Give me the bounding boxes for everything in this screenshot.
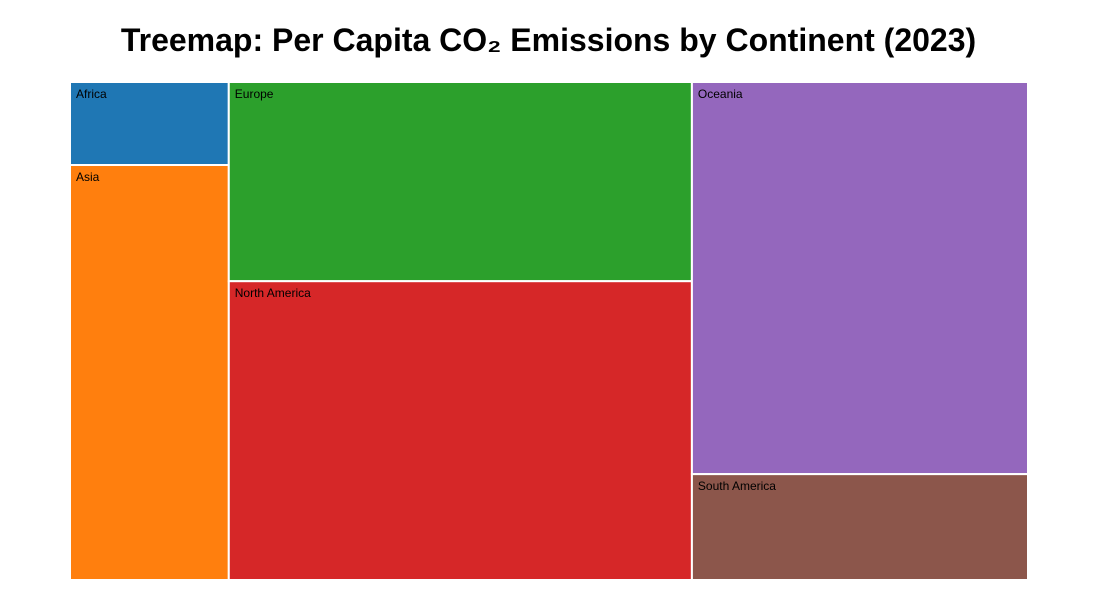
tile-label-africa: Africa — [76, 87, 107, 101]
tile-label-asia: Asia — [76, 170, 100, 184]
tile-label-oceania: Oceania — [698, 87, 743, 101]
tile-rect-south-america — [690, 473, 1029, 582]
tile-africa: Africa — [69, 81, 230, 166]
tile-rect-africa — [69, 81, 230, 166]
tile-rect-north-america — [227, 280, 693, 581]
tile-rect-asia — [69, 164, 230, 581]
tile-oceania: Oceania — [690, 81, 1029, 476]
tile-label-europe: Europe — [235, 87, 274, 101]
tile-label-north-america: North America — [235, 286, 311, 300]
tile-north-america: North America — [227, 280, 693, 581]
tile-label-south-america: South America — [698, 479, 776, 493]
tile-rect-oceania — [690, 81, 1029, 476]
tile-asia: Asia — [69, 164, 230, 581]
chart-title: Treemap: Per Capita CO₂ Emissions by Con… — [120, 22, 977, 58]
tile-south-america: South America — [690, 473, 1029, 582]
tile-rect-europe — [227, 81, 693, 283]
tile-europe: Europe — [227, 81, 693, 283]
